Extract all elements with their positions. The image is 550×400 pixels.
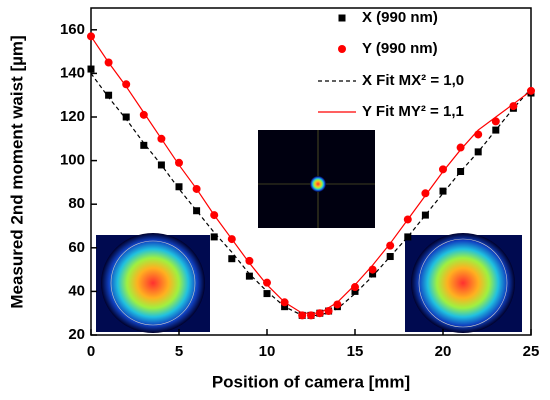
legend-label: X Fit MX² = 1,0 xyxy=(362,72,464,89)
point xyxy=(527,87,535,95)
chart: Position of camera [mm] Measured 2nd mom… xyxy=(0,0,550,400)
point xyxy=(439,165,447,173)
point xyxy=(422,212,429,219)
y-tick-label: 60 xyxy=(68,239,85,256)
point xyxy=(157,135,165,143)
point xyxy=(246,273,253,280)
point xyxy=(228,235,236,243)
point xyxy=(457,144,465,152)
point xyxy=(158,161,165,168)
x-tick-label: 20 xyxy=(435,343,452,360)
point xyxy=(193,185,201,193)
point xyxy=(122,80,130,88)
point xyxy=(351,283,359,291)
point xyxy=(210,211,218,219)
point xyxy=(492,127,499,134)
point xyxy=(298,311,306,319)
legend-marker xyxy=(339,15,346,22)
point xyxy=(440,188,447,195)
x-axis-title: Position of camera [mm] xyxy=(212,372,410,391)
point xyxy=(404,215,412,223)
x-tick-label: 25 xyxy=(523,343,540,360)
point xyxy=(175,159,183,167)
insets xyxy=(96,130,522,333)
point xyxy=(369,266,377,274)
point xyxy=(307,311,315,319)
point xyxy=(105,92,112,99)
y-tick-label: 80 xyxy=(68,195,85,212)
y-tick-label: 40 xyxy=(68,282,85,299)
y-tick-label: 120 xyxy=(60,108,85,125)
x-tick-label: 15 xyxy=(347,343,364,360)
point xyxy=(509,102,517,110)
legend-marker xyxy=(338,45,346,53)
point xyxy=(88,66,95,73)
y-tick-label: 100 xyxy=(60,152,85,169)
point xyxy=(457,168,464,175)
point xyxy=(404,233,411,240)
x-tick-label: 5 xyxy=(175,343,183,360)
point xyxy=(333,300,341,308)
point xyxy=(492,117,500,125)
point xyxy=(281,298,289,306)
point xyxy=(176,183,183,190)
beam-spot xyxy=(101,233,205,333)
point xyxy=(140,111,148,119)
point xyxy=(140,142,147,149)
x-tick-label: 10 xyxy=(259,343,276,360)
y-tick-label: 160 xyxy=(60,21,85,38)
y-tick-label: 20 xyxy=(68,326,85,343)
legend-label: Y (990 nm) xyxy=(362,40,438,57)
point xyxy=(474,130,482,138)
point xyxy=(123,114,130,121)
point xyxy=(193,207,200,214)
point xyxy=(475,148,482,155)
point xyxy=(316,309,324,317)
point xyxy=(387,253,394,260)
beam-spot xyxy=(411,233,515,333)
legend-label: Y Fit MY² = 1,1 xyxy=(362,103,464,120)
point xyxy=(245,257,253,265)
x-tick-label: 0 xyxy=(87,343,95,360)
point xyxy=(228,255,235,262)
point xyxy=(386,242,394,250)
point xyxy=(211,233,218,240)
point xyxy=(263,279,271,287)
y-tick-label: 140 xyxy=(60,64,85,81)
point xyxy=(105,59,113,67)
y-axis-title: Measured 2nd moment waist [µm] xyxy=(7,35,26,308)
beam-spot xyxy=(310,176,326,192)
point xyxy=(421,189,429,197)
point xyxy=(264,290,271,297)
point xyxy=(325,307,333,315)
point xyxy=(87,32,95,40)
legend-label: X (990 nm) xyxy=(362,9,438,26)
